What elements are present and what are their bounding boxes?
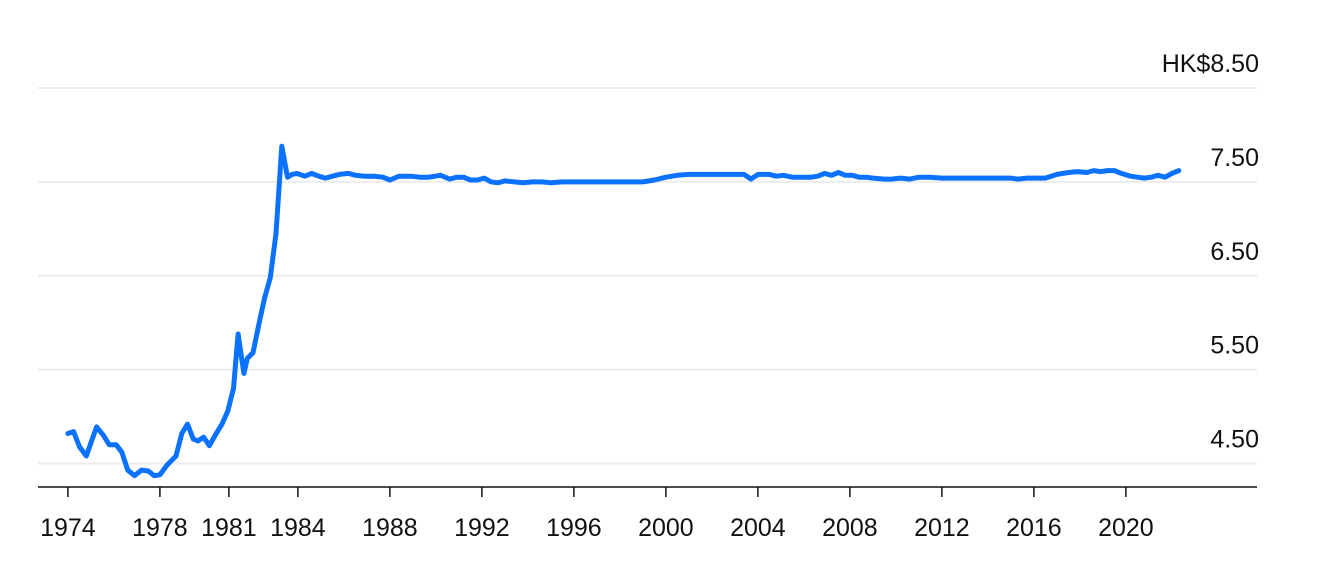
series-line — [65, 143, 1182, 479]
x-tick-label-9: 2008 — [822, 514, 878, 542]
x-tick-label-1: 1978 — [132, 514, 188, 542]
y-tick-label-1: 7.50 — [1210, 144, 1259, 172]
y-tick-label-4: 4.50 — [1210, 426, 1259, 454]
x-axis-ticks — [67, 487, 1127, 497]
y-tick-label-3: 5.50 — [1210, 332, 1259, 360]
y-tick-label-2: 6.50 — [1210, 238, 1259, 266]
x-tick-label-0: 1974 — [40, 514, 96, 542]
gridlines — [38, 87, 1257, 465]
x-tick-label-8: 2004 — [730, 514, 786, 542]
x-tick-label-11: 2016 — [1006, 514, 1062, 542]
x-tick-label-7: 2000 — [638, 514, 694, 542]
x-tick-label-2: 1981 — [201, 514, 257, 542]
x-tick-label-3: 1984 — [270, 514, 326, 542]
x-axis-tick-labels: 1974 1978 1981 1984 1988 1992 1996 2000 2004 2008… — [40, 514, 1154, 542]
x-tick-label-4: 1988 — [362, 514, 418, 542]
y-axis-tick-labels: HK$8.50 7.50 6.50 5.50 4.50 — [1162, 50, 1259, 454]
x-tick-label-12: 2020 — [1098, 514, 1154, 542]
y-tick-label-0: HK$8.50 — [1162, 50, 1259, 78]
x-tick-label-5: 1992 — [454, 514, 510, 542]
x-tick-label-10: 2012 — [914, 514, 970, 542]
x-tick-label-6: 1996 — [546, 514, 602, 542]
